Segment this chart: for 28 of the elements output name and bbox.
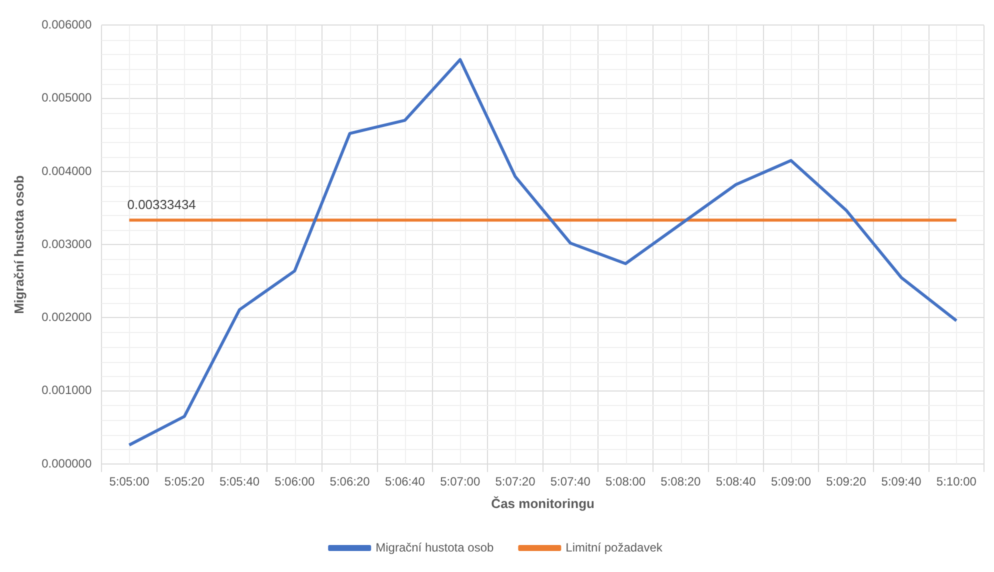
x-tick-label: 5:09:40 [881, 474, 922, 489]
x-tick-label: 5:08:00 [606, 474, 646, 489]
x-tick-label: 5:05:20 [164, 474, 205, 489]
legend-label: Migrační hustota osob [376, 540, 494, 554]
y-axis-title: Migrační hustota osob [11, 175, 26, 314]
x-tick-label: 5:06:40 [384, 474, 426, 489]
x-tick-label: 5:07:40 [550, 474, 591, 489]
x-tick-label: 5:05:00 [109, 474, 150, 489]
y-tick-label: 0.005000 [42, 90, 92, 105]
x-tick-label: 5:08:40 [716, 474, 756, 489]
x-tick-label: 5:09:00 [770, 474, 812, 489]
x-tick-label: 5:06:20 [330, 474, 370, 489]
y-tick-label: 0.001000 [42, 383, 92, 398]
y-tick-label: 0.003000 [42, 236, 92, 251]
x-tick-label: 5:09:20 [826, 474, 866, 489]
x-tick-label: 5:08:20 [660, 474, 702, 489]
y-tick-label: 0.000000 [42, 456, 92, 470]
x-tick-label: 5:07:00 [440, 474, 480, 489]
data-label: 0.00333434 [127, 197, 196, 212]
y-tick-label: 0.004000 [42, 164, 92, 178]
x-tick-label: 5:07:20 [495, 474, 536, 489]
x-axis-title: Čas monitoringu [491, 496, 595, 511]
x-tick-label: 5:06:00 [274, 474, 316, 489]
y-tick-label: 0.006000 [42, 18, 92, 32]
x-tick-label: 5:05:40 [219, 474, 260, 489]
y-tick-label: 0.002000 [42, 310, 92, 324]
legend-label: Limitní požadavek [566, 540, 664, 554]
x-tick-label: 5:10:00 [936, 474, 977, 489]
